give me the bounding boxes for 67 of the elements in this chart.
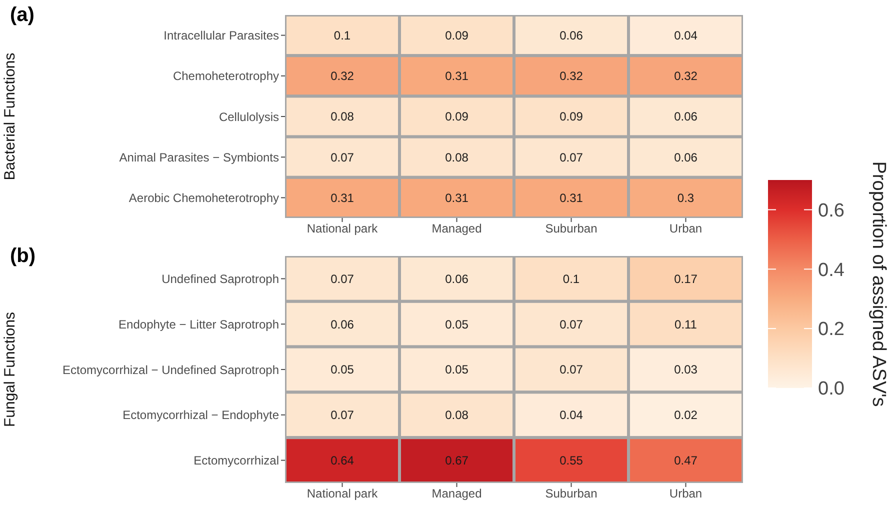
color-bar-label: 0.0 <box>818 378 844 400</box>
text: (b) <box>10 245 36 268</box>
data-label: 0.1 <box>334 28 351 42</box>
color-bar-title: Proportion of assigned ASV's <box>868 161 889 407</box>
data-label: 0.04 <box>560 408 584 422</box>
data-label: 0.07 <box>330 150 354 164</box>
y-axis-title: Fungal Functions <box>1 312 18 428</box>
data-label: 0.32 <box>330 69 354 84</box>
y-tick-label: Chemoheterotrophy <box>172 69 279 84</box>
data-label: 0.07 <box>560 317 584 332</box>
color-bar-label: 0.4 <box>818 260 845 281</box>
data-label: 0.06 <box>330 317 354 332</box>
data-label: 0.07 <box>330 272 354 286</box>
data-label: 0.64 <box>330 454 354 468</box>
color-bar-label: 0.6 <box>818 200 844 222</box>
data-label: 0.67 <box>445 454 469 468</box>
y-tick-label: Animal Parasites − Symbionts <box>119 150 279 164</box>
data-label: 0.08 <box>445 408 469 422</box>
color-bar-label: 0.2 <box>818 319 844 340</box>
data-label: 0.31 <box>330 190 354 205</box>
data-label: 0.07 <box>560 362 584 377</box>
x-tick-label: Suburban <box>545 486 598 501</box>
y-tick-label: Ectomycorrhizal − Endophyte <box>122 408 280 422</box>
text: (a) <box>10 4 34 27</box>
data-label: 0.09 <box>445 110 469 124</box>
data-label: 0.31 <box>560 190 584 205</box>
x-tick-label: Urban <box>669 222 702 236</box>
data-label: 0.11 <box>674 317 698 332</box>
data-label: 0.3 <box>677 190 694 205</box>
y-tick-label: Intracellular Parasites <box>164 28 279 43</box>
data-label: 0.06 <box>445 272 469 286</box>
data-label: 0.47 <box>674 454 698 468</box>
x-tick-label: Managed <box>432 222 482 236</box>
data-label: 0.05 <box>445 362 469 377</box>
data-label: 0.05 <box>445 317 469 332</box>
data-label: 0.17 <box>674 272 698 286</box>
x-tick-label: National park <box>306 486 379 501</box>
y-tick-label: Undefined Saprotroph <box>162 272 279 286</box>
y-axis-title: Bacterial Functions <box>1 52 18 180</box>
data-label: 0.32 <box>560 69 584 84</box>
y-tick-label: Aerobic Chemoheterotrophy <box>128 190 279 205</box>
data-label: 0.03 <box>674 362 698 377</box>
data-label: 0.08 <box>330 110 354 124</box>
data-label: 0.09 <box>560 110 584 124</box>
x-tick-label: Managed <box>432 486 482 501</box>
data-label: 0.1 <box>562 272 580 286</box>
data-label: 0.06 <box>674 150 698 164</box>
y-tick-label: Cellulolysis <box>218 110 279 124</box>
data-label: 0.31 <box>445 190 469 205</box>
data-label: 0.55 <box>560 454 584 468</box>
data-label: 0.32 <box>674 69 698 84</box>
data-label: 0.07 <box>330 408 354 422</box>
y-tick-label: Endophyte − Litter Saprotroph <box>118 317 279 332</box>
data-label: 0.06 <box>674 110 698 124</box>
x-tick-label: Suburban <box>545 222 598 236</box>
y-tick-label: Ectomycorrhizal − Undefined Saprotroph <box>62 362 279 377</box>
data-label: 0.05 <box>330 362 354 377</box>
data-label: 0.09 <box>445 28 469 42</box>
data-label: 0.08 <box>445 150 469 164</box>
data-label: 0.31 <box>445 69 469 84</box>
data-label: 0.02 <box>674 408 698 422</box>
data-label: 0.07 <box>560 150 584 164</box>
x-tick-label: National park <box>306 222 379 236</box>
x-tick-label: Urban <box>669 486 702 501</box>
data-label: 0.04 <box>674 28 698 42</box>
y-tick-label: Ectomycorrhizal <box>194 454 279 468</box>
data-label: 0.06 <box>560 28 584 42</box>
